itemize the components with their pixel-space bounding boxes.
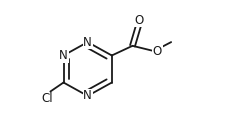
- Text: N: N: [59, 49, 68, 62]
- Text: Cl: Cl: [41, 92, 53, 105]
- Text: N: N: [83, 89, 92, 102]
- Text: O: O: [153, 45, 162, 58]
- Text: O: O: [134, 14, 143, 26]
- Text: N: N: [83, 36, 92, 49]
